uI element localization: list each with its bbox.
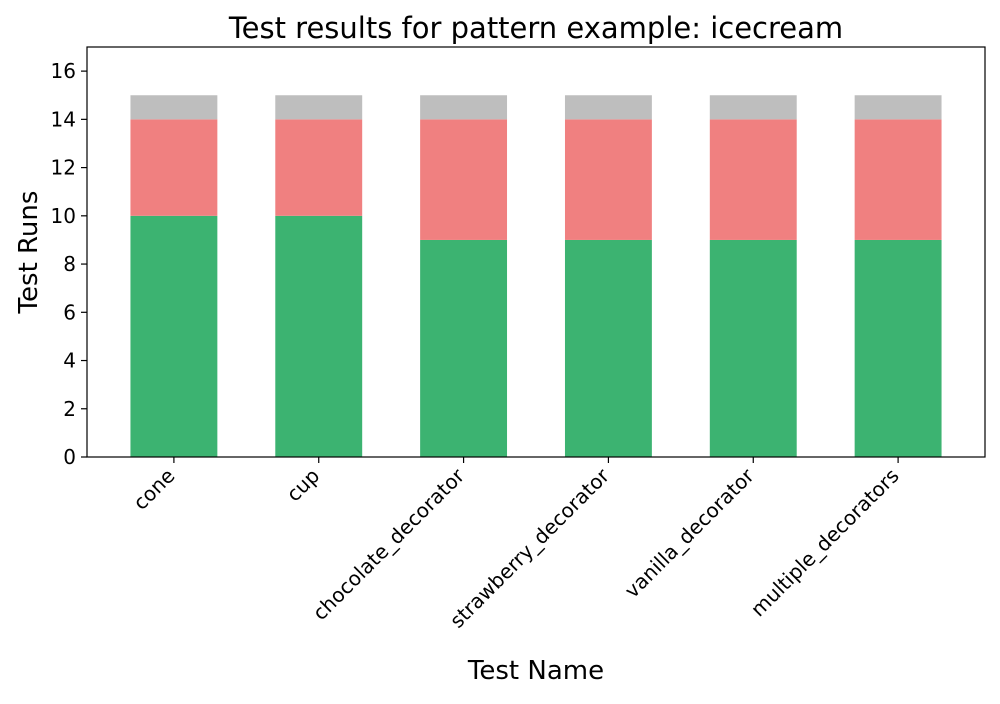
x-tick-label: chocolate_decorator — [308, 463, 470, 625]
bar-segment — [564, 239, 652, 457]
chart-title: Test results for pattern example: icecre… — [228, 11, 843, 45]
bar-segment — [564, 95, 652, 120]
y-tick-label: 8 — [63, 252, 76, 276]
plot-frame — [86, 46, 986, 458]
y-tick-label: 2 — [63, 397, 76, 421]
x-axis-label: Test Name — [467, 656, 604, 686]
y-axis-label: Test Runs — [14, 191, 44, 315]
bar-segment — [130, 95, 218, 120]
bar-segment — [275, 95, 363, 120]
bar-segment — [275, 119, 363, 216]
plot-area — [130, 95, 942, 457]
x-tick-label: strawberry_decorator — [445, 463, 615, 633]
bar-segment — [854, 95, 942, 120]
y-tick-label: 0 — [63, 445, 76, 469]
bar-segment — [420, 239, 508, 457]
x-tick-label: multiple_decorators — [746, 464, 904, 622]
x-tick-label: cone — [128, 464, 179, 515]
bar-segment — [130, 215, 218, 457]
y-tick-label: 16 — [51, 59, 76, 83]
y-tick-label: 6 — [63, 300, 76, 324]
y-tick-label: 10 — [51, 204, 76, 228]
x-tick-label: vanilla_decorator — [620, 463, 760, 603]
x-tick-label: cup — [282, 464, 325, 507]
y-tick-label: 4 — [63, 349, 76, 373]
y-axis: 0 2 4 6 8 10 12 14 16 — [51, 59, 87, 469]
bar-segment — [854, 119, 942, 240]
x-axis: cone cupchocolate_decoratorstrawberry_dec… — [128, 457, 904, 633]
bar-segment — [709, 95, 797, 120]
bar-segment — [420, 119, 508, 240]
bar-segment — [854, 239, 942, 457]
bar-segment — [130, 119, 218, 216]
bar-segment — [275, 215, 363, 457]
bar-segment — [709, 239, 797, 457]
bar-segment — [709, 119, 797, 240]
bar-segment — [564, 119, 652, 240]
y-tick-label: 14 — [51, 107, 76, 131]
bar-segment — [420, 95, 508, 120]
y-tick-label: 12 — [51, 156, 76, 180]
